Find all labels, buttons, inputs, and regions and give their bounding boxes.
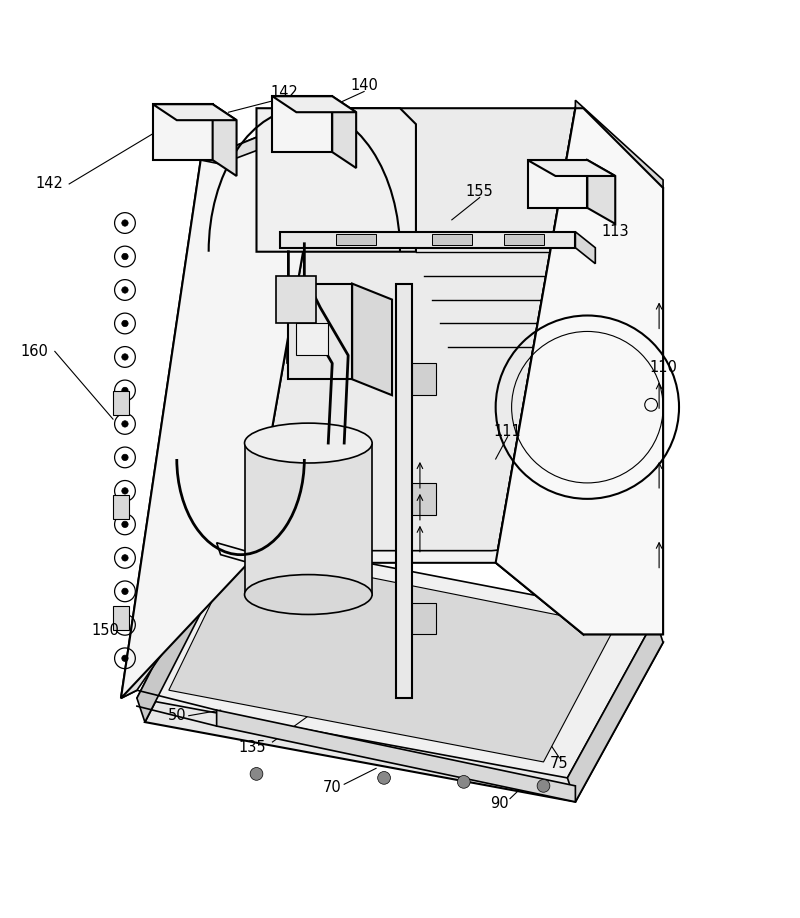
Polygon shape	[273, 96, 356, 112]
Circle shape	[122, 454, 128, 461]
Polygon shape	[332, 96, 356, 168]
Text: 70: 70	[323, 780, 342, 795]
Polygon shape	[113, 391, 129, 415]
Polygon shape	[145, 559, 663, 801]
Circle shape	[122, 487, 128, 494]
Polygon shape	[153, 105, 237, 120]
Circle shape	[122, 554, 128, 561]
Circle shape	[122, 387, 128, 394]
Polygon shape	[121, 108, 328, 699]
Ellipse shape	[245, 423, 372, 463]
Polygon shape	[527, 160, 587, 207]
Polygon shape	[396, 284, 412, 699]
Text: 142: 142	[270, 84, 298, 100]
Text: 155: 155	[466, 185, 494, 199]
Circle shape	[122, 219, 128, 226]
Polygon shape	[432, 234, 472, 245]
Polygon shape	[412, 364, 436, 396]
Polygon shape	[336, 234, 376, 245]
Text: 142: 142	[35, 176, 63, 192]
Circle shape	[122, 521, 128, 528]
Polygon shape	[575, 231, 595, 263]
Polygon shape	[113, 495, 129, 519]
Text: 50: 50	[167, 708, 186, 723]
Polygon shape	[527, 160, 615, 176]
Polygon shape	[567, 619, 663, 801]
Circle shape	[122, 320, 128, 327]
Polygon shape	[257, 108, 416, 252]
Polygon shape	[587, 160, 615, 224]
Polygon shape	[496, 559, 663, 634]
Circle shape	[378, 771, 390, 784]
Ellipse shape	[245, 575, 372, 614]
Circle shape	[458, 776, 470, 789]
Circle shape	[250, 767, 263, 780]
Text: 135: 135	[238, 740, 266, 756]
Text: 90: 90	[490, 796, 509, 811]
Text: 160: 160	[21, 344, 49, 359]
Circle shape	[122, 655, 128, 662]
Polygon shape	[121, 547, 237, 699]
Polygon shape	[217, 543, 663, 634]
Polygon shape	[137, 535, 655, 778]
Text: 150: 150	[91, 623, 119, 638]
Polygon shape	[412, 483, 436, 515]
Text: 113: 113	[602, 224, 629, 240]
Circle shape	[122, 353, 128, 360]
Text: 140: 140	[350, 78, 378, 94]
Polygon shape	[277, 275, 316, 323]
Polygon shape	[249, 108, 575, 563]
Circle shape	[122, 420, 128, 427]
Polygon shape	[213, 105, 237, 176]
Circle shape	[122, 621, 128, 628]
Text: 110: 110	[649, 360, 677, 375]
Polygon shape	[496, 108, 663, 634]
Text: 111: 111	[494, 423, 522, 439]
Polygon shape	[496, 108, 663, 634]
Circle shape	[122, 286, 128, 293]
Polygon shape	[504, 234, 543, 245]
Polygon shape	[412, 602, 436, 634]
Text: 75: 75	[550, 756, 569, 771]
Polygon shape	[583, 188, 663, 634]
Polygon shape	[153, 105, 213, 160]
Polygon shape	[352, 284, 392, 396]
Circle shape	[537, 779, 550, 792]
Polygon shape	[217, 711, 575, 801]
Polygon shape	[113, 607, 129, 631]
Circle shape	[122, 588, 128, 595]
Circle shape	[122, 253, 128, 260]
Polygon shape	[281, 231, 575, 248]
Polygon shape	[273, 96, 332, 152]
Polygon shape	[288, 284, 352, 379]
Polygon shape	[575, 100, 663, 188]
Polygon shape	[296, 323, 328, 355]
Polygon shape	[121, 160, 217, 699]
Polygon shape	[137, 535, 229, 722]
Polygon shape	[245, 443, 372, 595]
Polygon shape	[201, 108, 348, 164]
Polygon shape	[169, 551, 615, 762]
